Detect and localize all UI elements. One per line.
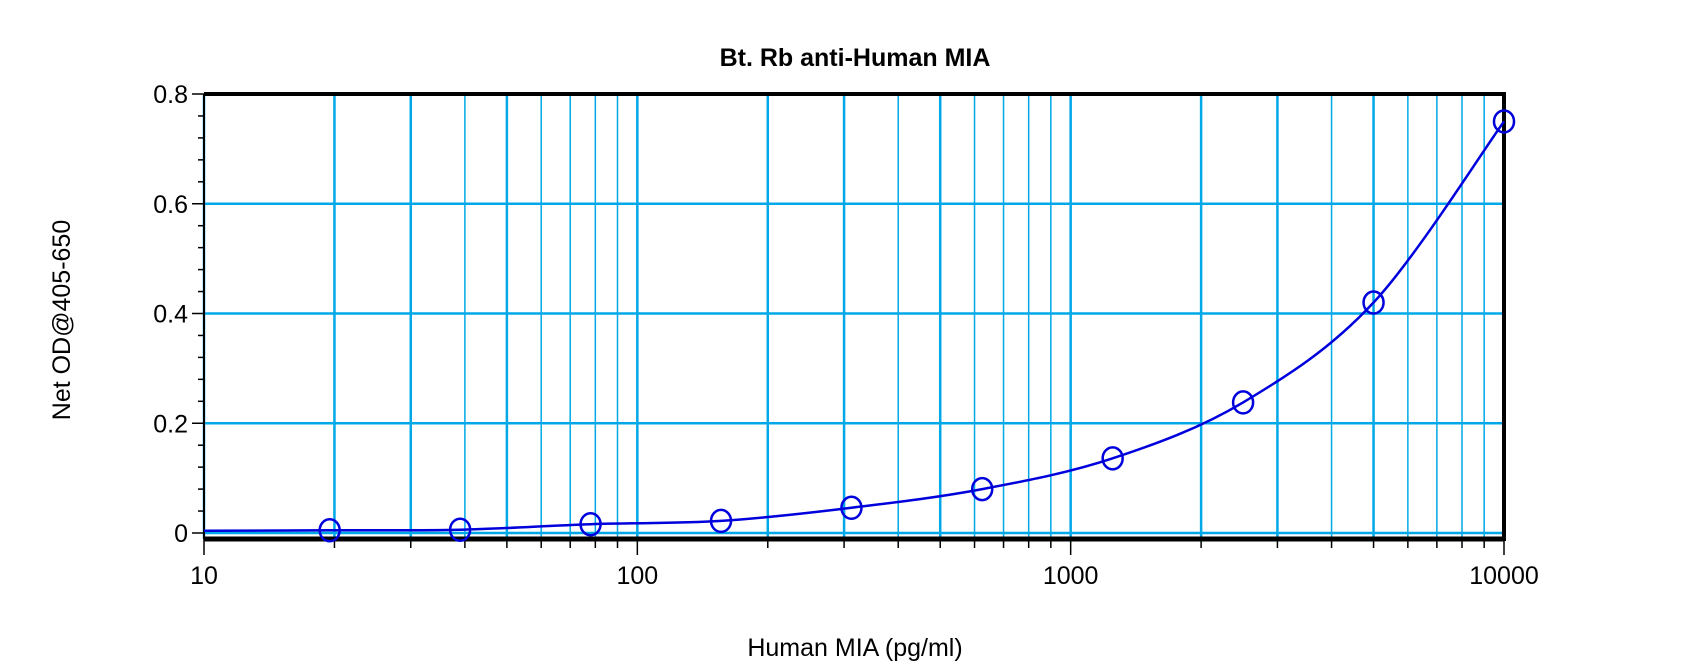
x-axis-label: Human MIA (pg/ml) [747, 634, 962, 662]
x-tick-label: 10 [190, 562, 218, 590]
tick-labels: 0 0.2 0.4 0.6 0.8 10 100 1000 10000 [153, 81, 1539, 590]
y-tick-label: 0 [174, 520, 188, 548]
y-axis-label: Net OD@405-650 [48, 220, 76, 420]
y-tick-label: 0.4 [153, 301, 188, 329]
data-point [318, 518, 341, 543]
data-point [1231, 390, 1255, 415]
fit-curve [203, 120, 1506, 533]
x-tick-label: 10000 [1469, 562, 1539, 590]
series [203, 109, 1516, 543]
data-point [579, 511, 602, 537]
data-point [1362, 290, 1385, 315]
data-point [840, 495, 863, 521]
y-tick-label: 0.6 [153, 191, 188, 219]
axes [192, 92, 1506, 555]
y-tick-label: 0.8 [153, 81, 188, 109]
chart-title: Bt. Rb anti-Human MIA [720, 44, 991, 72]
data-point [1492, 109, 1516, 134]
data-point [970, 476, 994, 502]
x-tick-label: 1000 [1043, 562, 1099, 590]
y-tick-label: 0.2 [153, 410, 188, 438]
data-point [709, 508, 733, 534]
x-tick-label: 100 [616, 562, 658, 590]
data-point [1101, 446, 1124, 471]
data-point [448, 517, 472, 542]
grid [202, 92, 1504, 539]
